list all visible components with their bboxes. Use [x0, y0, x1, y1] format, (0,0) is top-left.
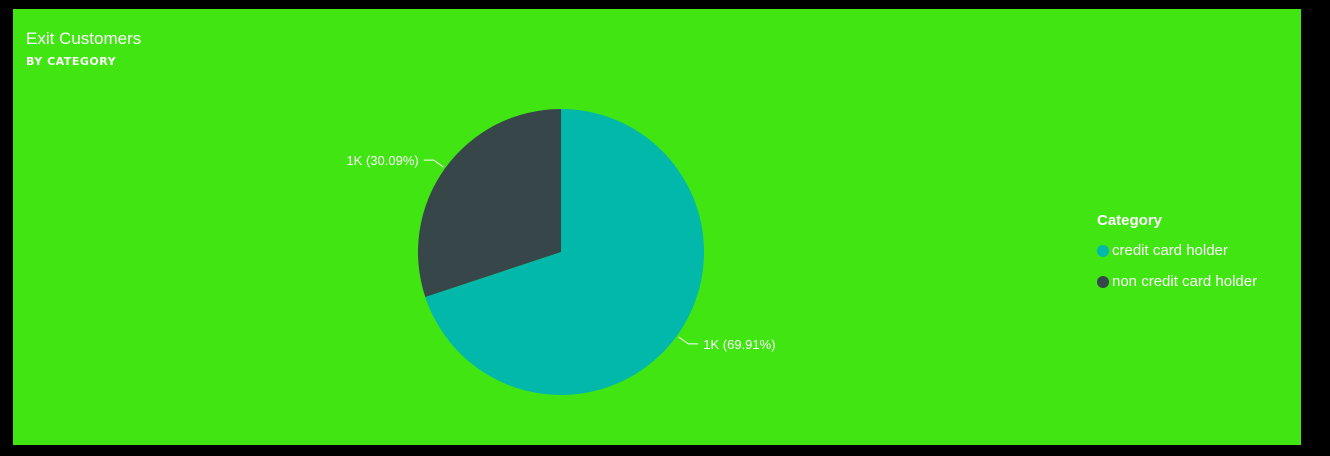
data-label-leader-line — [423, 159, 444, 168]
chart-title: Exit Customers — [26, 29, 142, 48]
data-label: 1K (69.91%) — [703, 337, 775, 352]
legend-item-label: non credit card holder — [1112, 273, 1258, 290]
pie-chart: 1K (69.91%) 1K (30.09%) — [346, 109, 776, 395]
legend-marker-icon — [1097, 244, 1109, 257]
chart-subtitle: BY CATEGORY — [26, 55, 117, 68]
legend: Category credit card holder non credit c… — [1097, 212, 1257, 297]
data-label: 1K (30.09%) — [346, 153, 418, 168]
legend-title: Category — [1097, 212, 1163, 229]
chart-visual: Exit Customers BY CATEGORY 1K (69.91%) 1K… — [13, 9, 1301, 445]
legend-item-non-credit-card-holder[interactable]: non credit card holder — [1097, 266, 1257, 297]
legend-item-credit-card-holder[interactable]: credit card holder — [1097, 235, 1257, 266]
pie-slice-non-credit-card-holder[interactable] — [418, 109, 561, 297]
pie-slice-credit-card-holder[interactable] — [425, 109, 704, 395]
legend-item-label: credit card holder — [1112, 242, 1228, 259]
legend-marker-icon — [1097, 275, 1109, 288]
data-label-leader-line — [678, 336, 699, 345]
